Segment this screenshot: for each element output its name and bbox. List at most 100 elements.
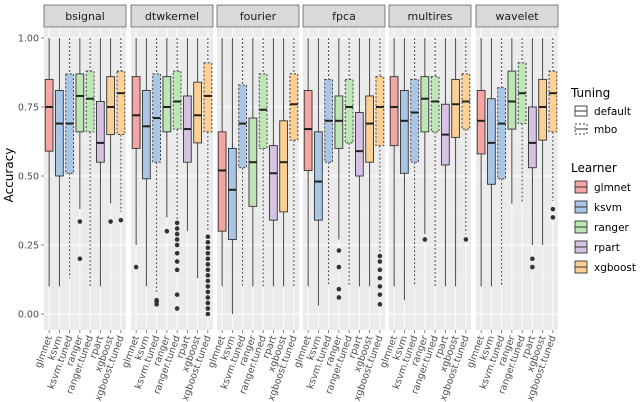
box-iqr xyxy=(476,89,486,155)
outlier-point xyxy=(174,231,180,237)
outlier-point xyxy=(174,226,180,231)
legend-learner-title: Learner xyxy=(571,161,617,175)
panel-bsignal: bsignalglmnetksvmksvm.tunedrangerranger.… xyxy=(33,4,127,402)
strip-bsignal xyxy=(43,4,127,28)
strip-multires xyxy=(388,4,472,28)
outlier-point xyxy=(205,245,211,251)
box-ksvm.tuned xyxy=(410,38,419,287)
panel-fpca: fpcaglmnetksvmksvm.tunedrangerranger.tun… xyxy=(292,4,386,402)
outlier-point xyxy=(205,250,211,256)
outlier-point xyxy=(336,295,342,300)
outlier-point xyxy=(336,264,342,270)
box-ksvm xyxy=(55,38,64,287)
box-iqr xyxy=(314,131,323,221)
facet-panels: bsignalglmnetksvmksvm.tunedrangerranger.… xyxy=(33,4,559,402)
box-iqr xyxy=(528,106,537,169)
outlier-point xyxy=(205,273,211,278)
outlier-point xyxy=(174,242,180,248)
box-xgboost.tuned xyxy=(203,38,213,317)
box-iqr xyxy=(44,78,54,152)
strip-dtwkernel xyxy=(130,4,214,28)
box-ksvm xyxy=(487,38,496,287)
outlier-point xyxy=(133,264,139,270)
outlier-point xyxy=(174,267,180,273)
box-ranger.tuned xyxy=(172,38,182,311)
box-iqr xyxy=(538,78,547,141)
box-iqr xyxy=(451,78,460,138)
legend-learner: Learner glmnet ksvm ranger rpart xgboost xyxy=(571,161,636,274)
outlier-point xyxy=(174,237,180,242)
box-iqr xyxy=(289,73,299,141)
outlier-point xyxy=(174,220,180,226)
box-rpart xyxy=(183,38,192,232)
y-axis: 0.00 0.25 0.50 0.75 1.00 xyxy=(18,34,44,321)
box-xgboost.tuned xyxy=(461,38,471,242)
box-iqr xyxy=(334,95,344,149)
y-tick-label: 0.25 xyxy=(18,241,39,252)
box-iqr xyxy=(203,62,213,133)
box-ranger xyxy=(334,38,344,300)
box-iqr xyxy=(193,81,202,144)
legend-label-ksvm: ksvm xyxy=(594,202,622,214)
panel-background xyxy=(389,28,471,330)
outlier-point xyxy=(77,219,83,224)
box-iqr xyxy=(410,78,419,163)
box-iqr xyxy=(507,70,517,130)
outlier-point xyxy=(422,237,428,242)
box-ksvm.tuned xyxy=(65,38,74,279)
y-tick-label: 1.00 xyxy=(18,34,39,45)
box-xgboost xyxy=(365,38,374,287)
box-iqr xyxy=(344,78,354,144)
box-rpart xyxy=(269,38,278,287)
strip-label: fourier xyxy=(240,10,277,23)
panel-wavelet: waveletglmnetksvmksvm.tunedrangerranger.… xyxy=(465,4,559,402)
strip-label: wavelet xyxy=(495,10,539,23)
legend-label-xgboost: xgboost xyxy=(594,262,636,274)
y-tick-label: 0.75 xyxy=(18,103,39,114)
box-iqr xyxy=(487,98,496,185)
box-iqr xyxy=(269,145,278,221)
outlier-point xyxy=(205,284,211,289)
box-ranger.tuned xyxy=(85,38,95,287)
y-axis-title: Accuracy xyxy=(2,148,16,203)
outlier-point xyxy=(77,256,83,262)
outlier-point xyxy=(377,292,383,297)
y-tick-label: 0.50 xyxy=(18,172,39,183)
box-iqr xyxy=(131,76,141,149)
outlier-point xyxy=(164,228,170,234)
panel-background xyxy=(44,28,126,330)
outlier-point xyxy=(174,292,180,297)
box-iqr xyxy=(497,87,506,180)
outlier-point xyxy=(205,239,211,245)
box-glmnet xyxy=(131,38,141,270)
box-iqr xyxy=(162,76,172,133)
box-ksvm.tuned xyxy=(152,38,161,307)
box-ranger.tuned xyxy=(258,38,268,287)
legend-tuning: Tuning default mbo xyxy=(570,86,631,136)
box-iqr xyxy=(258,73,268,149)
box-ranger.tuned xyxy=(517,38,527,204)
legend-label-ranger: ranger xyxy=(594,222,630,234)
box-iqr xyxy=(55,89,64,177)
y-tick-label: 0.00 xyxy=(18,310,39,321)
box-ksvm xyxy=(400,38,409,301)
outlier-point xyxy=(377,259,383,264)
box-xgboost xyxy=(451,38,460,287)
legend-label-default: default xyxy=(594,106,631,118)
outlier-point xyxy=(377,302,383,307)
outlier-point xyxy=(205,262,211,267)
box-ksvm.tuned xyxy=(497,38,506,287)
box-xgboost xyxy=(279,38,288,287)
box-glmnet xyxy=(44,38,54,287)
outlier-point xyxy=(530,264,535,270)
box-xgboost xyxy=(538,38,547,245)
outlier-point xyxy=(377,267,383,273)
box-iqr xyxy=(85,70,95,133)
box-xgboost xyxy=(106,38,115,224)
box-iqr xyxy=(375,76,385,147)
box-iqr xyxy=(142,89,151,180)
legend-label-mbo: mbo xyxy=(594,124,617,136)
box-rpart xyxy=(96,38,105,287)
outlier-point xyxy=(530,256,535,262)
